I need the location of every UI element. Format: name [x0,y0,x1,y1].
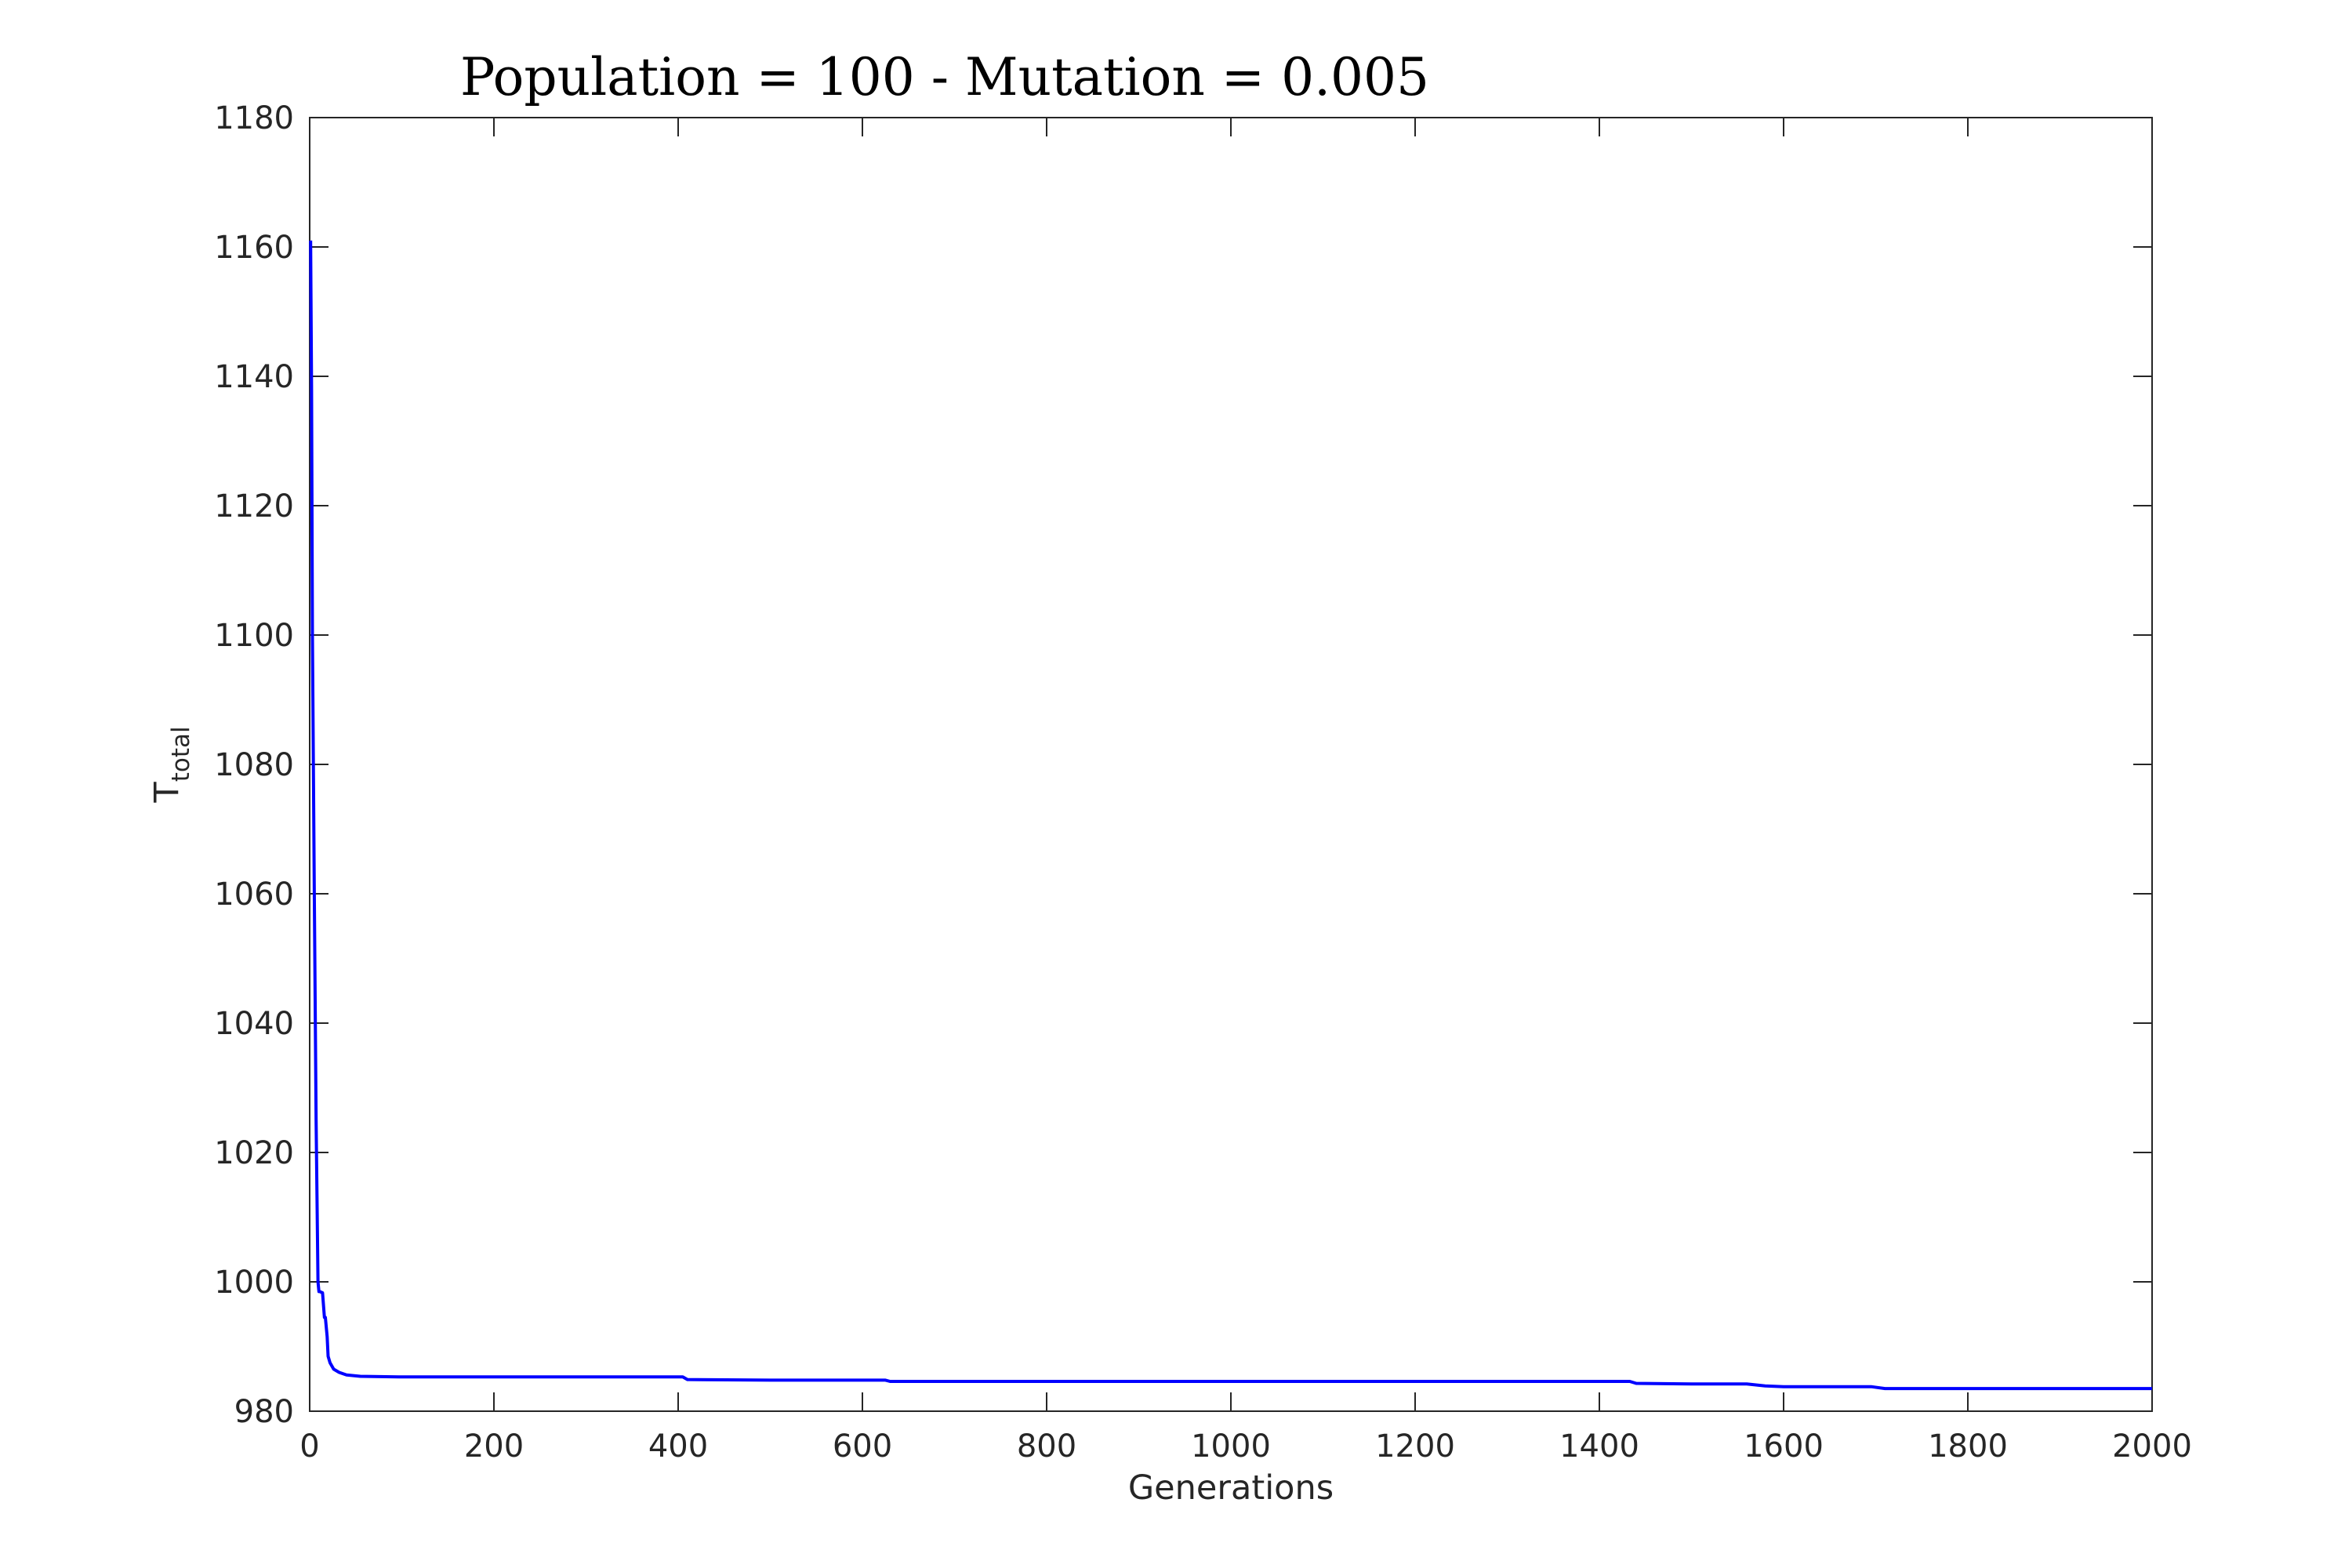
x-tick-label: 1600 [1744,1428,1824,1465]
series-line [309,240,2152,1391]
y-tick-label: 1000 [214,1265,294,1301]
x-tick-label: 600 [833,1428,892,1465]
x-tick-label: 400 [648,1428,708,1465]
y-tick-label: 1160 [214,230,294,266]
y-tick-label: 1020 [214,1135,294,1171]
x-axis: 0 200 400 600 800 1000 1200 1400 1600 1800 2000 [299,118,2192,1465]
x-tick-label: 0 [299,1428,319,1465]
y-axis-label-main: T [147,782,187,804]
x-tick-label: 200 [464,1428,524,1465]
chart-title: Population = 100 - Mutation = 0.005 [460,47,1429,107]
y-tick-label: 1060 [214,877,294,913]
y-axis-label: Ttotal [147,726,195,803]
series-layer [309,240,2152,1391]
plot-frame [309,117,2153,1412]
x-axis-label: Generations [1128,1468,1334,1508]
x-tick-label: 1400 [1559,1428,1639,1465]
y-tick-label: 1140 [214,359,294,395]
y-axis: 980 1000 1020 1040 1060 1080 1100 1120 1140 1160 1… [214,100,2152,1430]
x-tick-label: 1000 [1191,1428,1271,1465]
x-tick-label: 1800 [1928,1428,2008,1465]
x-tick-label: 1200 [1375,1428,1455,1465]
y-axis-label-subscript: total [167,726,195,782]
x-tick-label: 800 [1017,1428,1076,1465]
y-tick-label: 1080 [214,747,294,783]
plot-area [309,117,2153,1412]
y-tick-label: 1100 [214,618,294,654]
y-tick-label: 1180 [214,100,294,136]
x-tick-label: 2000 [2112,1428,2192,1465]
y-tick-label: 1040 [214,1006,294,1042]
y-tick-label: 1120 [214,488,294,524]
y-tick-label: 980 [234,1394,294,1430]
